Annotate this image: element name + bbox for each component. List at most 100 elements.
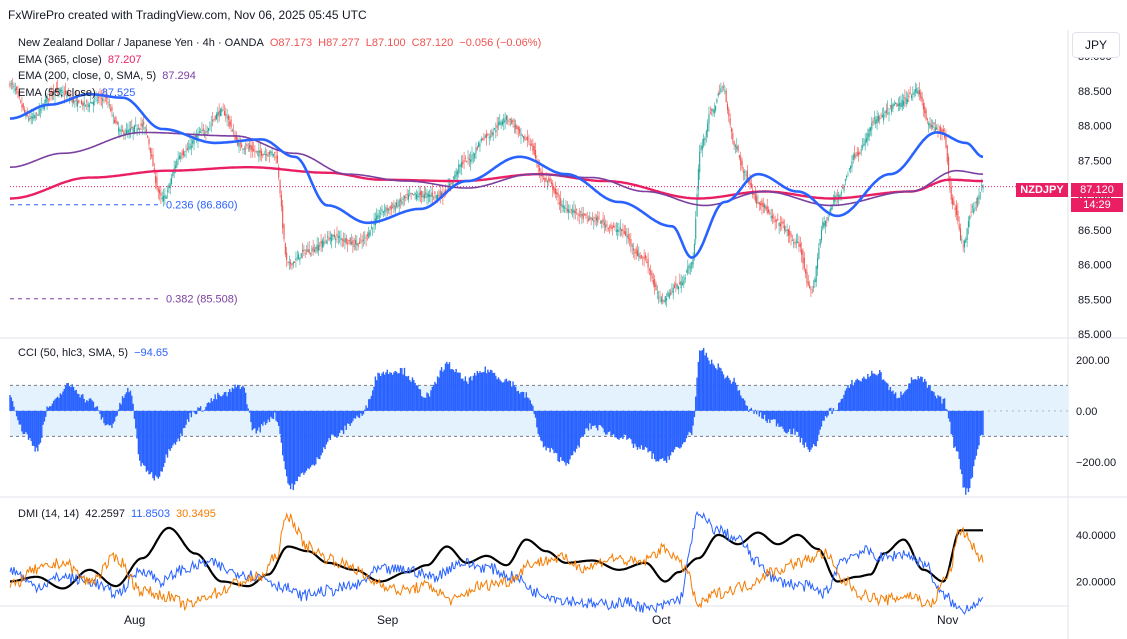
candle-body [922,103,924,110]
cci-bar [775,410,778,427]
candle-body [774,219,776,223]
candle-body [785,230,787,232]
cci-bar [328,410,330,439]
candle-body [299,257,301,261]
cci-bar [15,410,18,417]
cci-bar [475,375,477,411]
candle-body [942,128,944,133]
ema365-legend[interactable]: EMA (365, close) 87.207 [18,54,144,66]
candle-body [705,131,707,137]
symbol-legend[interactable]: New Zealand Dollar / Japanese Yen · 4h ·… [18,37,544,49]
candle-body [578,214,580,217]
cci-bar [452,369,455,411]
candle-body [842,187,844,189]
dmi-legend[interactable]: DMI (14, 14) 42.2597 11.8503 30.3495 [18,508,219,520]
cci-bar [468,377,471,411]
candle-body [177,158,179,160]
candle-body [717,93,719,97]
candle-body [970,211,972,213]
cci-bar [78,394,80,411]
candle-body [791,240,793,241]
cci-bar [697,361,700,411]
candle-body [168,185,170,189]
cci-bar [725,377,727,411]
candle-body [795,241,797,243]
cci-bar [721,371,723,411]
cci-bar [480,372,482,411]
candle-body [910,95,913,99]
candle-body [716,99,718,103]
candle-body [529,143,531,146]
cci-bar [462,378,464,411]
cci-bar [105,410,108,425]
cci-bar [364,409,366,411]
candle-body [554,188,556,194]
cci-bar [254,410,256,429]
cci-bar [663,410,665,461]
cci-bar [348,410,350,424]
ema200-legend[interactable]: EMA (200, close, 0, SMA, 5) 87.294 [18,70,199,82]
cci-bar [88,398,91,411]
cci-bar [565,410,567,466]
candle-body [398,200,400,207]
candle-body [327,236,329,238]
currency-button[interactable]: JPY [1072,32,1120,58]
candle-body [836,194,838,196]
candle-body [586,217,588,218]
cci-bar [819,410,821,430]
candle-body [394,206,396,211]
cci-bar [344,410,346,426]
candle-body [602,218,604,223]
candle-body [214,115,216,120]
candle-body [46,96,48,103]
candle-body [519,128,521,134]
candle-body [311,248,313,250]
cci-bar [546,410,549,448]
candle-body [333,234,335,237]
candle-body [749,178,751,186]
candle-body [548,177,550,182]
candle-body [746,170,748,180]
cci-bar [508,380,510,411]
cci-bar [925,381,927,411]
cci-bar [169,410,171,451]
candle-body [271,152,273,156]
candle-body [566,209,568,212]
candle-body [464,157,466,159]
cci-bar [399,367,402,411]
candle-body [87,103,89,108]
cci-bar [920,376,922,411]
cci-bar [577,410,579,446]
dmi-tick-label: 20.0000 [1076,576,1116,588]
candle-body [362,239,365,241]
cci-bar [383,374,386,411]
candle-body [962,245,964,247]
cci-bar [566,410,569,463]
cci-bar [648,410,651,452]
cci-bar [67,382,69,411]
cci-bar [297,410,300,477]
cci-bar [209,403,211,411]
candle-body [617,229,619,233]
candle-body [854,153,856,158]
cci-legend[interactable]: CCI (50, hlc3, SMA, 5) −94.65 [18,347,171,359]
candle-body [258,150,260,157]
candle-body [820,229,823,241]
candle-body [701,145,703,150]
cci-tick-label: 0.00 [1076,406,1097,418]
candle-body [352,239,354,245]
cci-bar [931,391,934,411]
cci-bar [977,410,979,450]
cci-bar [728,377,730,411]
cci-bar [190,410,193,418]
cci-bar [473,372,476,411]
cci-bar [908,383,910,411]
cci-bar [217,392,219,411]
candle-body [151,154,153,157]
candle-body [681,283,684,285]
ema55-legend[interactable]: EMA (55, close) 87.525 [18,87,138,99]
cci-bar [365,405,367,411]
cci-bar [929,385,931,411]
